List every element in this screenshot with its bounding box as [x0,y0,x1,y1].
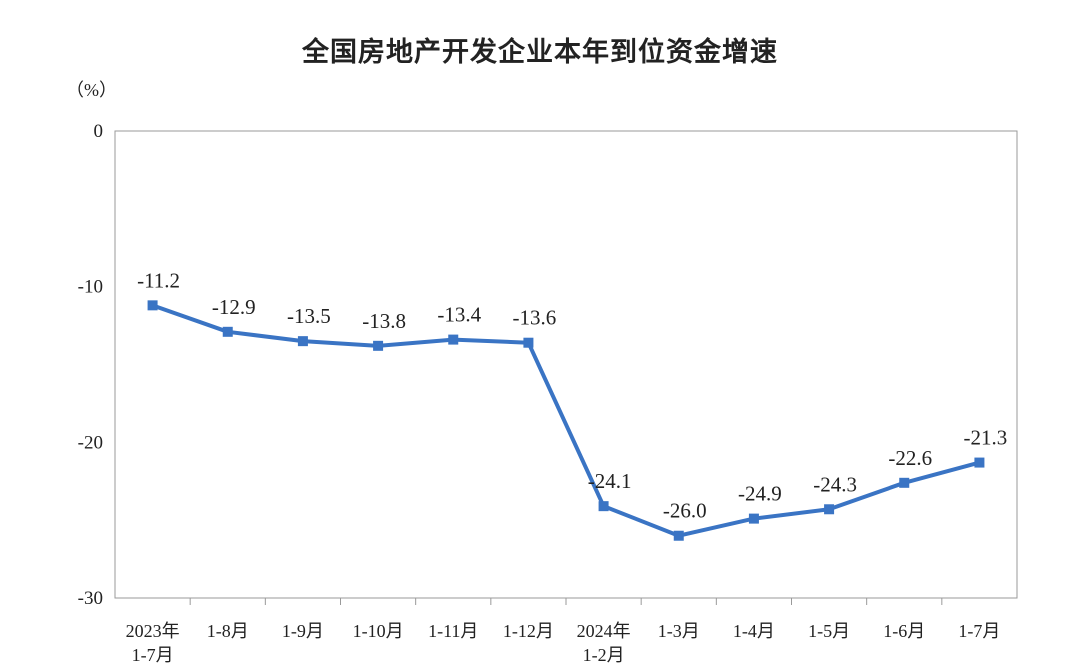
x-tick-label: 1-12月 [503,621,554,641]
data-label: -21.3 [964,426,1008,450]
x-tick-label: 1-6月 [883,621,925,641]
data-label: -11.2 [137,268,180,292]
data-label: -13.4 [437,303,481,327]
y-tick-label: -10 [78,277,103,298]
x-tick-label: 1-5月 [808,621,850,641]
plot-frame [114,130,1018,599]
chart-title: 全国房地产开发企业本年到位资金增速 [302,37,778,68]
data-label: -24.3 [813,472,857,496]
data-label: -12.9 [212,295,256,319]
y-tick-label: -30 [78,588,103,609]
data-point [974,457,985,468]
x-tick-label: 1-7月 [132,645,174,665]
data-label: -22.6 [888,446,932,470]
data-label: -24.9 [738,482,782,506]
x-tick-label: 2024年 [577,621,631,641]
data-point [448,334,459,345]
data-point [373,340,384,351]
data-point [147,300,158,311]
series-line [150,303,982,538]
data-label: -24.1 [588,469,632,493]
x-tick-label: 1-9月 [282,621,324,641]
data-point [523,337,534,348]
data-label: -13.8 [362,309,406,333]
data-point [673,530,684,541]
x-tick-label: 1-10月 [353,621,404,641]
data-label: -26.0 [663,499,707,523]
data-label: -13.6 [513,306,557,330]
x-tick-label: 1-3月 [658,621,700,641]
data-point [824,504,835,515]
x-tick-label: 1-7月 [958,621,1000,641]
x-tick-label: 1-2月 [583,645,625,665]
data-point [222,326,233,337]
data-point [899,477,910,488]
y-tick-label: 0 [94,121,104,142]
y-tick-label: -20 [78,432,103,453]
x-tick-label: 2023年 [126,621,180,641]
x-tick-label: 1-4月 [733,621,775,641]
data-point [598,501,609,512]
y-axis-unit-label: （%） [66,80,117,100]
x-tick-label: 1-8月 [207,621,249,641]
data-point [297,336,308,347]
data-label: -13.5 [287,304,331,328]
x-tick-label: 1-11月 [428,621,478,641]
data-point [748,513,759,524]
